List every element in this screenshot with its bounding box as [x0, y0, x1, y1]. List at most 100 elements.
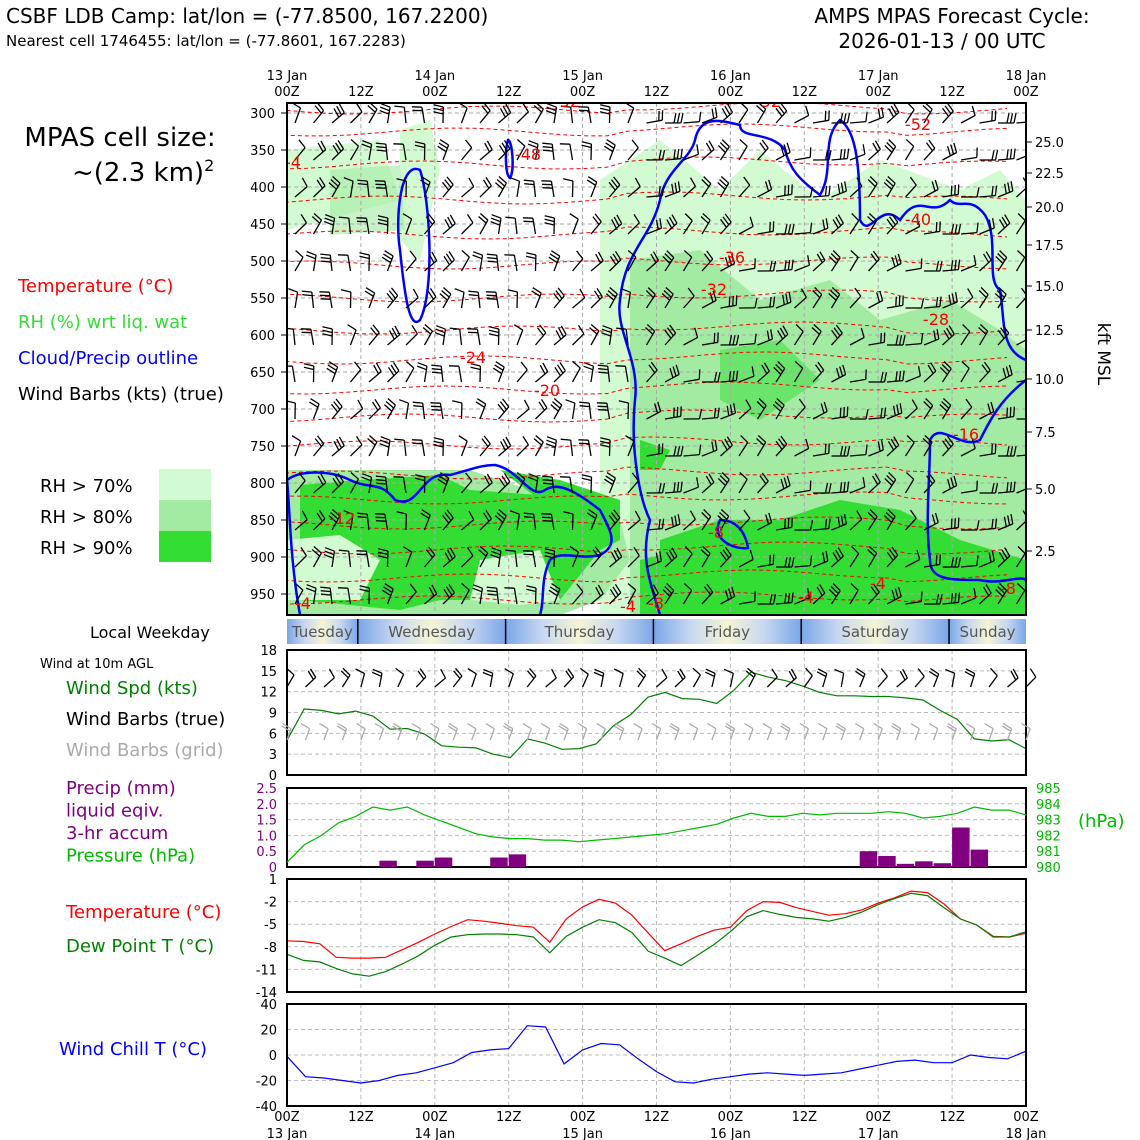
- wind-barb: [683, 121, 700, 124]
- wind-barb: [461, 480, 473, 494]
- wind-barb-feather: [731, 586, 736, 597]
- y2-tick-label: 982: [1036, 829, 1061, 844]
- wind-barb-feather: [717, 144, 726, 153]
- wind-barb-feather: [468, 290, 479, 293]
- temperature-label: -36: [719, 248, 745, 267]
- wind-barb: [497, 551, 502, 568]
- wind-barb: [904, 442, 915, 457]
- wind-barb-feather: [902, 335, 906, 346]
- top-hour-label: 12Z: [348, 85, 374, 100]
- wind-barb-feather: [535, 435, 544, 443]
- wind-barb-feather: [791, 259, 794, 270]
- wind-barb: [627, 589, 637, 605]
- wind-barb-feather: [490, 217, 501, 223]
- wind-barb-feather: [608, 514, 616, 524]
- wind-barb: [312, 255, 317, 272]
- wind-barb: [868, 449, 884, 457]
- wind-barb-feather: [732, 335, 736, 346]
- wind-barb-feather: [944, 438, 952, 448]
- wind-barb-feather: [544, 218, 555, 223]
- wind-barb-true: [877, 675, 888, 688]
- wind-barb-feather: [505, 436, 512, 447]
- wind-barb-feather: [831, 329, 839, 339]
- wind-barb: [331, 112, 345, 124]
- wind-barb-grid-feather: [688, 722, 698, 730]
- wind-barb-grid: [914, 728, 920, 741]
- wind-barb: [553, 588, 561, 605]
- wind-barb: [387, 334, 401, 346]
- wind-barb-feather: [872, 583, 880, 593]
- wind-barb: [514, 551, 518, 568]
- wind-barb-feather: [851, 213, 860, 222]
- wind-barb-feather: [377, 218, 388, 223]
- wind-barb-feather: [920, 591, 923, 602]
- wind-barb-true-feather: [705, 668, 716, 674]
- wind-barb-feather: [538, 401, 545, 411]
- wind-barb-feather: [714, 440, 718, 451]
- wind-barb-feather: [593, 290, 601, 300]
- wind-barb: [997, 490, 1014, 494]
- wind-barb: [590, 593, 604, 605]
- y2-tick-label: 985: [1036, 782, 1061, 797]
- wind-barb: [701, 116, 718, 124]
- wind-barb-feather: [898, 295, 901, 307]
- wind-barb-feather: [542, 362, 549, 373]
- wind-barb-feather: [560, 105, 571, 108]
- wind-barb-feather: [491, 547, 502, 552]
- panel-legend-item: Pressure (hPa): [66, 846, 195, 867]
- wind-barb-feather: [523, 179, 534, 182]
- wind-barb: [498, 112, 512, 124]
- wind-barb-true: [748, 674, 756, 688]
- wind-barb-feather: [946, 103, 954, 112]
- wind-barb: [608, 329, 613, 346]
- wind-barb: [682, 589, 693, 605]
- wind-barb-feather: [991, 444, 993, 455]
- wind-barb: [294, 440, 302, 457]
- wind-barb: [812, 227, 829, 235]
- wind-barb-grid-feather: [799, 722, 809, 730]
- y-tick-label: -8: [264, 941, 277, 956]
- wind-barb-feather: [666, 250, 675, 259]
- rh-legend-label: RH > 80%: [40, 507, 133, 528]
- wind-barb-feather: [775, 364, 784, 373]
- cross-section-legend-item: Cloud/Precip outline: [18, 348, 198, 369]
- wind-barb: [294, 222, 307, 235]
- wind-barb-feather: [880, 440, 884, 451]
- wind-barb-grid: [434, 728, 440, 741]
- wind-barb: [587, 440, 592, 457]
- wind-barb-feather: [735, 334, 740, 346]
- wind-barb-true-feather: [467, 668, 477, 675]
- wind-barb-grid-feather: [411, 722, 421, 730]
- wind-barb-feather: [437, 145, 447, 153]
- wind-barb: [683, 486, 699, 494]
- wind-barb-feather: [822, 219, 826, 230]
- wind-barb-true: [341, 674, 351, 688]
- wind-barb: [513, 588, 518, 605]
- wind-barb: [997, 157, 1014, 161]
- wind-barb: [627, 555, 640, 568]
- wind-barb: [365, 551, 370, 568]
- wind-barb: [960, 564, 977, 568]
- wind-barb-feather: [448, 251, 455, 261]
- wind-barb-feather: [719, 218, 728, 228]
- wind-barb: [550, 181, 555, 198]
- wind-barb-feather: [824, 185, 828, 196]
- wind-barb-feather: [524, 516, 535, 519]
- wind-barb-feather: [558, 327, 565, 338]
- wind-panel-title: Wind at 10m AGL: [40, 657, 154, 672]
- wind-barb-feather: [674, 515, 678, 526]
- wind-barb: [757, 305, 774, 309]
- wind-barb-feather: [606, 139, 616, 146]
- wind-barb: [720, 595, 735, 605]
- wind-barb-true-feather: [705, 671, 715, 677]
- wind-barb: [387, 370, 400, 383]
- wind-barb-grid-feather: [337, 722, 347, 730]
- wind-barb-feather: [751, 366, 755, 377]
- wind-barb-feather: [943, 330, 950, 340]
- wind-barb: [831, 222, 844, 235]
- wind-barb: [942, 193, 959, 198]
- wind-barb: [516, 145, 526, 161]
- wind-barb-feather: [971, 105, 976, 116]
- wind-barb-feather: [544, 215, 555, 219]
- wind-barb-grid-feather: [947, 722, 957, 730]
